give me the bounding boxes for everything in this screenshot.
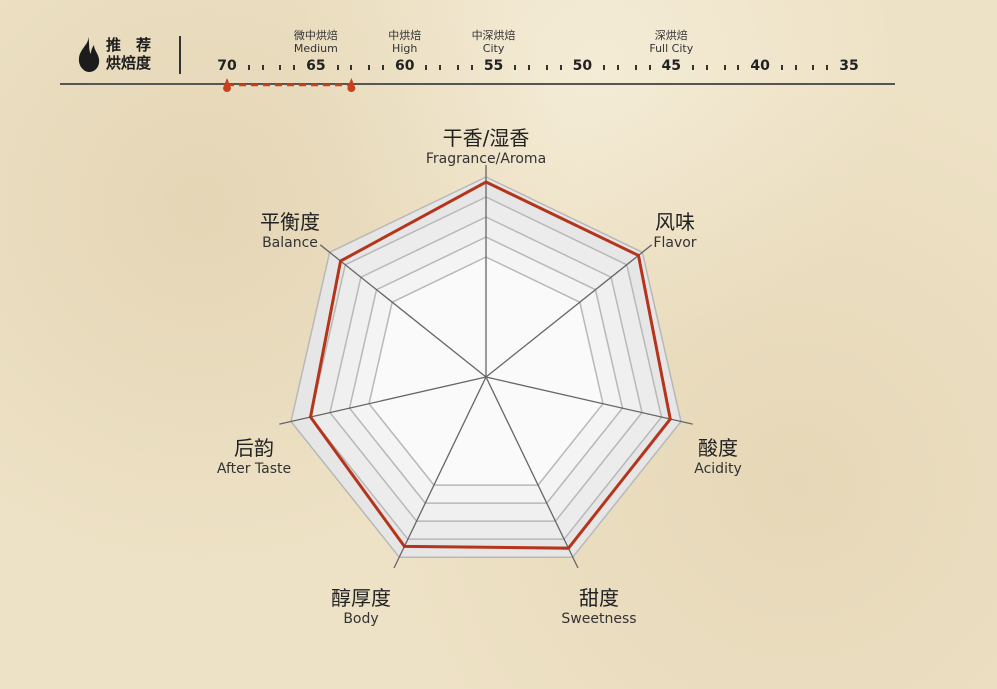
minor-tick <box>723 65 726 70</box>
axis-label-en: After Taste <box>216 461 292 477</box>
axis-label-zh: 干香/湿香 <box>442 126 530 150</box>
radar-point <box>484 180 488 184</box>
roast-category: 中深烘焙 City <box>471 29 516 55</box>
axis-label: 平衡度 Balance <box>260 206 320 251</box>
minor-tick <box>794 65 797 70</box>
minor-tick <box>470 65 473 70</box>
axis-label-en: Sweetness <box>561 611 637 627</box>
scale-tick-50: 50 <box>572 58 593 74</box>
minor-tick <box>648 65 651 70</box>
minor-tick <box>616 65 619 70</box>
radar-axis <box>279 376 487 425</box>
scale-tick-65: 65 <box>306 58 326 74</box>
axis-label-en: Acidity <box>694 461 742 477</box>
radar-point <box>339 259 343 263</box>
header-line1: 推 荐 <box>106 36 152 54</box>
minor-tick <box>705 65 708 70</box>
radar-point <box>668 417 672 421</box>
roast-category: 深烘焙 Full City <box>649 29 694 55</box>
minor-tick <box>439 65 442 70</box>
minor-tick <box>247 65 250 70</box>
divider <box>179 36 181 74</box>
minor-tick <box>634 65 637 70</box>
range-marker-start <box>223 78 231 92</box>
scale-tick-70: 70 <box>217 58 237 74</box>
radar-point <box>566 546 570 550</box>
axis-label-zh: 风味 <box>654 210 695 234</box>
minor-tick <box>528 65 531 70</box>
minor-tick <box>457 65 460 70</box>
axis-label: 甜度 Sweetness <box>561 582 636 627</box>
minor-tick <box>514 65 517 70</box>
scale-tick-40: 40 <box>750 58 770 74</box>
axis-label: 后韵 After Taste <box>217 432 291 477</box>
minor-tick <box>368 65 371 70</box>
axis-label-zh: 后韵 <box>234 436 274 460</box>
radar-axis <box>485 376 579 569</box>
axis-label-en: Body <box>343 611 379 627</box>
minor-tick <box>350 65 353 70</box>
roast-header: 推 荐 烘焙度 <box>106 36 151 72</box>
minor-tick <box>737 65 740 70</box>
minor-tick <box>425 65 428 70</box>
roast-category: 中烘焙 High <box>388 29 422 55</box>
scale-tick-45: 45 <box>661 58 682 74</box>
radar-point <box>402 544 406 548</box>
scale-tick-35: 35 <box>839 58 859 74</box>
minor-tick <box>780 65 783 70</box>
axis-label-zh: 酸度 <box>698 436 738 460</box>
radar-point <box>309 415 313 419</box>
minor-tick <box>279 65 282 70</box>
minor-tick <box>293 65 296 70</box>
axis-label-en: Fragrance/Aroma <box>425 151 547 167</box>
axis-label-zh: 甜度 <box>578 586 619 610</box>
scale-tick-60: 60 <box>394 58 415 74</box>
axis-label: 酸度 Acidity <box>694 432 741 477</box>
minor-tick <box>826 65 829 70</box>
flame-icon <box>78 36 100 72</box>
scale-tick-55: 55 <box>483 58 504 74</box>
axis-label-en: Balance <box>262 235 318 251</box>
radar-series-line <box>308 180 672 550</box>
radar-axis <box>393 376 487 569</box>
header-line2: 烘焙度 <box>106 54 152 72</box>
axis-label-zh: 平衡度 <box>260 210 320 234</box>
minor-tick <box>261 65 264 70</box>
minor-tick <box>381 65 384 70</box>
axis-label: 干香/湿香 Fragrance/Aroma <box>426 122 546 167</box>
radar-axis <box>485 376 693 425</box>
range-marker-end <box>347 78 356 92</box>
axis-label-en: Flavor <box>653 235 697 251</box>
roast-category: 微中烘焙 Medium <box>293 29 338 55</box>
minor-tick <box>545 65 548 70</box>
axis-label: 醇厚度 Body <box>331 582 391 627</box>
minor-tick <box>559 65 562 70</box>
axis-label-zh: 醇厚度 <box>331 586 391 610</box>
axis-label: 风味 Flavor <box>653 206 696 251</box>
minor-tick <box>692 65 695 70</box>
radar-axis <box>485 244 653 378</box>
minor-tick <box>812 65 815 70</box>
minor-tick <box>336 65 339 70</box>
radar-point <box>636 253 640 257</box>
scale-baseline <box>60 83 895 85</box>
radar-axis <box>319 244 487 378</box>
minor-tick <box>603 65 606 70</box>
